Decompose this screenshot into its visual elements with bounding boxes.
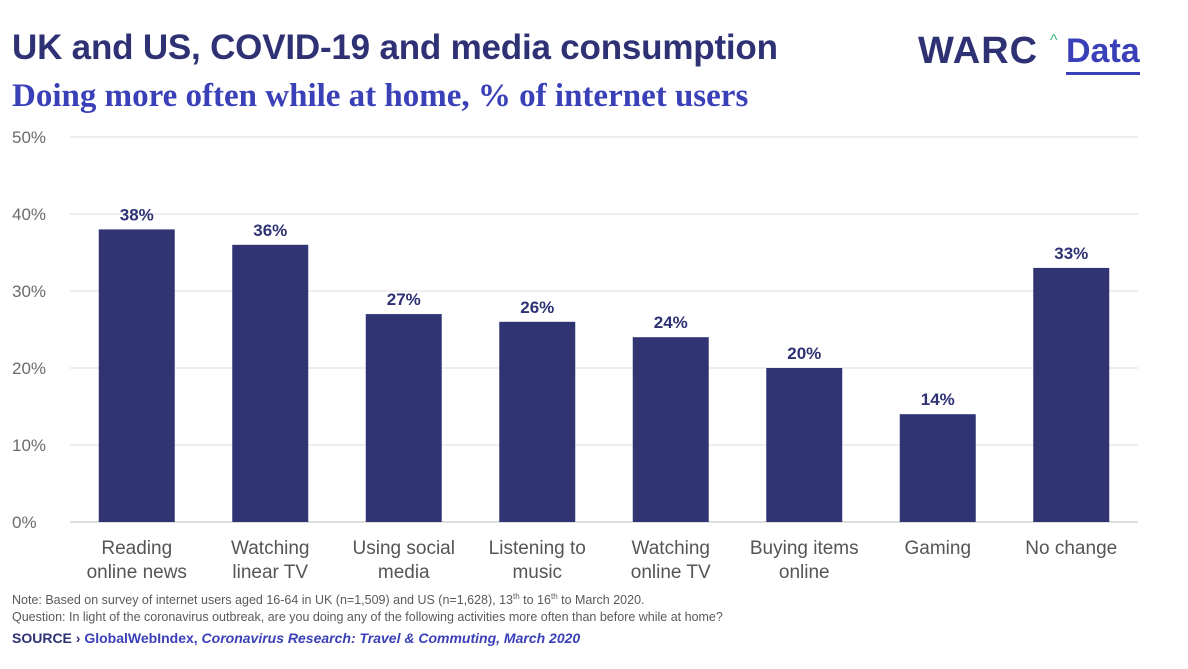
- data-labels: 38% 36% 27% 26% 24% 20% 14% 33%: [120, 205, 1089, 409]
- data-label: 38%: [120, 205, 154, 224]
- y-axis: 0% 10% 20% 30% 40% 50%: [12, 128, 46, 532]
- bar: [499, 321, 576, 522]
- data-label: 36%: [253, 221, 287, 240]
- x-tick-label: Gaming: [904, 538, 971, 559]
- x-tick-label: Listening to music: [489, 538, 586, 583]
- data-label: 20%: [787, 344, 821, 363]
- y-tick-label: 10%: [12, 436, 46, 455]
- note-line-2: Question: In light of the coronavirus ou…: [12, 610, 723, 624]
- bar: [232, 244, 309, 523]
- x-tick-label: Buying items online: [750, 538, 859, 583]
- bar: [899, 414, 976, 522]
- bar-chart: 0%10%20%30%40%50% 38%36%27% 26%24%20%14%3…: [12, 128, 1138, 583]
- bar: [766, 368, 843, 522]
- chart-title: UK and US, COVID-19 and media consumptio…: [12, 28, 778, 67]
- y-tick-label: 50%: [12, 128, 46, 147]
- data-label: 26%: [520, 298, 554, 317]
- x-tick-label: Watching linear TV: [231, 538, 310, 583]
- note-line-1: Note: Based on survey of internet users …: [12, 592, 645, 608]
- data-label: 27%: [387, 290, 421, 309]
- y-tick-label: 0%: [12, 513, 37, 532]
- x-axis: Reading online news Watching linear TV Using…: [87, 538, 1118, 583]
- logo-product-text: Data: [1066, 32, 1140, 70]
- x-tick-label: Watching online TV: [631, 538, 711, 583]
- data-label: 14%: [921, 390, 955, 409]
- y-tick-label: 30%: [12, 282, 46, 301]
- x-tick-label: Using social media: [353, 538, 455, 583]
- logo-underline: [1066, 72, 1140, 75]
- bar: [1033, 267, 1110, 522]
- bar: [98, 229, 175, 522]
- bars: [98, 229, 1110, 523]
- logo-brand-text: WARC: [918, 30, 1039, 72]
- chart-subtitle: Doing more often while at home, % of int…: [12, 78, 749, 114]
- bar: [365, 314, 442, 522]
- y-tick-label: 20%: [12, 359, 46, 378]
- x-tick-label: No change: [1025, 538, 1117, 559]
- source-report: Coronavirus Research: Travel & Commuting…: [201, 630, 581, 646]
- source-label: SOURCE ›: [12, 630, 81, 646]
- data-label: 24%: [654, 313, 688, 332]
- y-tick-label: 40%: [12, 205, 46, 224]
- gridlines: [70, 136, 1138, 523]
- logo-caret-icon: ^: [1050, 32, 1058, 49]
- data-label: 33%: [1054, 244, 1088, 263]
- bar: [632, 337, 709, 522]
- source-publisher: GlobalWebIndex,: [84, 630, 198, 646]
- warc-data-logo: WARC ^ Data: [918, 30, 1148, 78]
- source-line: SOURCE › GlobalWebIndex, Coronavirus Res…: [12, 630, 580, 646]
- x-tick-label: Reading online news: [87, 538, 187, 583]
